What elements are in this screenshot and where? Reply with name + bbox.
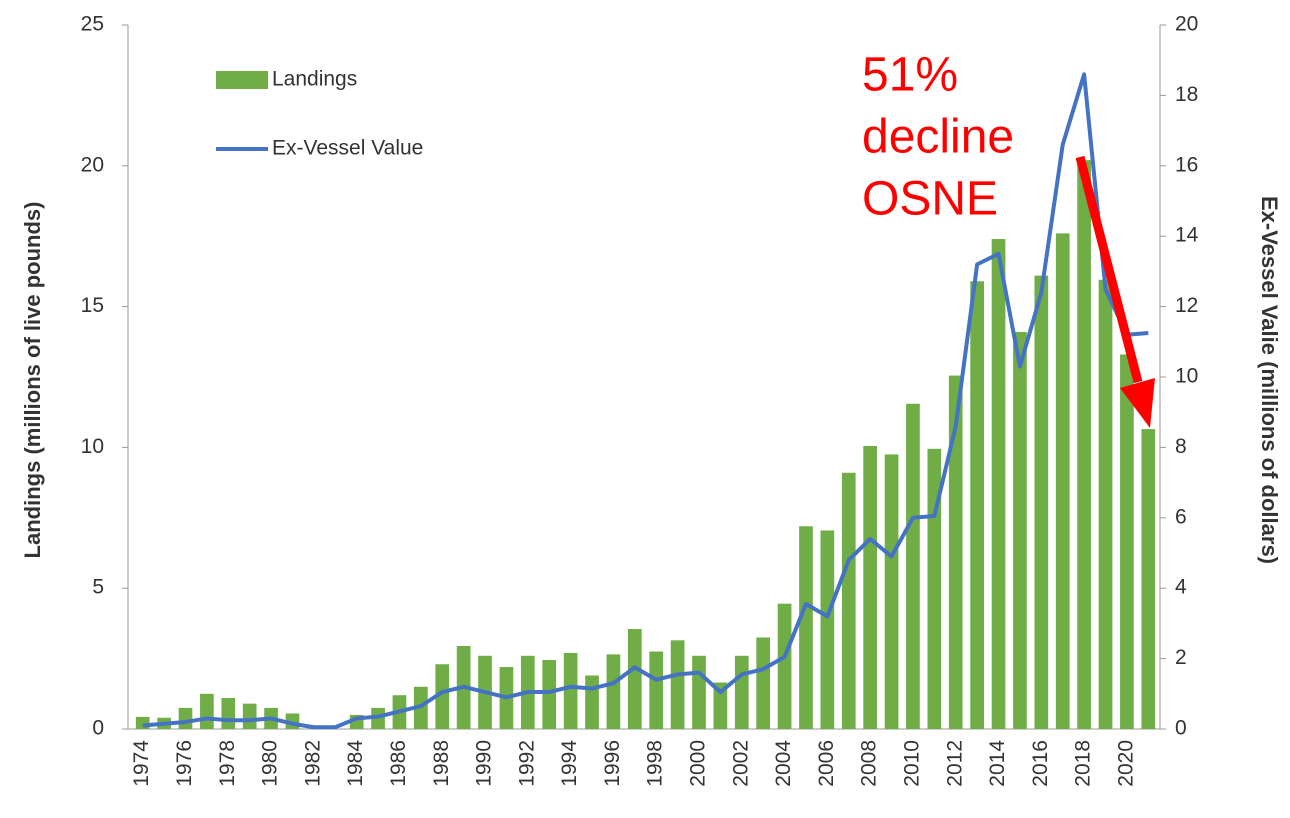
y2-tick-label: 10: [1175, 365, 1198, 388]
x-tick-label: 2012: [943, 740, 966, 787]
x-tick-label: 1998: [644, 740, 667, 787]
x-tick-label: 2020: [1114, 740, 1137, 787]
x-tick-label: 2016: [1029, 740, 1052, 787]
y2-tick-label: 14: [1175, 224, 1199, 247]
y2-tick-label: 18: [1175, 83, 1198, 106]
legend-label: Ex-Vessel Value: [272, 137, 423, 160]
y-tick-label: 15: [81, 294, 104, 317]
bar: [906, 403, 920, 729]
bar: [585, 675, 599, 729]
bar: [670, 640, 685, 729]
y-tick-label: 10: [81, 435, 104, 458]
y2-tick-label: 6: [1175, 505, 1187, 528]
y2-tick-label: 8: [1175, 435, 1187, 458]
y2-axis-label: Ex-Vessel Valie (millions of dollars): [1257, 196, 1282, 564]
bar: [1034, 275, 1049, 729]
x-tick-label: 1994: [558, 740, 581, 787]
bar: [734, 655, 749, 729]
y-axis-label: Landings (millions of live pounds): [20, 202, 45, 559]
x-tick-label: 1984: [344, 740, 367, 787]
bar: [1055, 233, 1070, 729]
legend-swatch: [216, 71, 268, 89]
annotation: decline: [862, 111, 1014, 164]
bar: [200, 693, 214, 729]
y-tick-label: 25: [81, 13, 104, 36]
line: [142, 72, 1149, 730]
x-tick-label: 2006: [815, 740, 838, 787]
bar: [1120, 354, 1134, 729]
bar: [649, 651, 664, 729]
bar: [991, 239, 1006, 730]
bar: [927, 448, 942, 729]
x-tick-label: 1990: [473, 740, 496, 787]
x-tick-label: 2014: [986, 740, 1009, 787]
bar: [799, 526, 813, 729]
x-tick-label: 1980: [259, 740, 282, 787]
y2-tick-label: 20: [1175, 13, 1198, 36]
y-tick-label: 20: [81, 153, 104, 176]
x-tick-label: 2000: [687, 740, 710, 787]
x-tick-label: 1996: [601, 740, 624, 787]
bar: [542, 660, 557, 729]
x-tick-label: 2004: [772, 740, 795, 787]
bar: [884, 454, 899, 729]
bar: [135, 716, 150, 729]
x-tick-label: 1974: [130, 740, 153, 787]
bar: [563, 652, 578, 729]
bar: [606, 654, 621, 729]
y2-tick-label: 0: [1175, 717, 1187, 740]
annotation: 51%: [862, 49, 958, 102]
bar: [841, 472, 856, 729]
y-tick-label: 0: [92, 717, 104, 740]
bar: [863, 445, 878, 729]
y2-tick-label: 16: [1175, 153, 1198, 176]
bar: [178, 707, 193, 729]
bar: [820, 530, 835, 729]
bar: [948, 375, 963, 729]
x-tick-label: 2002: [729, 740, 752, 787]
arrow-shaft: [1075, 155, 1143, 384]
y2-tick-label: 12: [1175, 294, 1198, 317]
x-tick-label: 1976: [173, 740, 196, 787]
x-tick-label: 1992: [515, 740, 538, 787]
bar: [1077, 160, 1091, 730]
bar: [777, 603, 792, 729]
x-tick-label: 1986: [387, 740, 410, 787]
x-tick-label: 2018: [1072, 740, 1095, 787]
bar: [242, 703, 257, 729]
x-tick-label: 1988: [430, 740, 453, 787]
x-tick-label: 1978: [216, 740, 239, 787]
legend-label: Landings: [272, 68, 357, 91]
bar: [1013, 331, 1027, 729]
y2-tick-label: 4: [1175, 576, 1187, 599]
bar: [1098, 279, 1113, 729]
bar: [970, 281, 984, 729]
bar: [221, 698, 236, 729]
bar: [1141, 429, 1156, 729]
bar: [756, 637, 771, 729]
bar: [692, 655, 706, 729]
y2-tick-label: 2: [1175, 646, 1187, 669]
arrow-head: [1120, 378, 1155, 428]
bar: [627, 629, 642, 729]
y-tick-label: 5: [92, 576, 104, 599]
bar: [713, 682, 728, 729]
bar: [435, 664, 450, 729]
x-tick-label: 1982: [301, 740, 324, 787]
x-tick-label: 2010: [900, 740, 923, 787]
x-tick-label: 2008: [858, 740, 881, 787]
annotation: OSNE: [862, 173, 998, 226]
